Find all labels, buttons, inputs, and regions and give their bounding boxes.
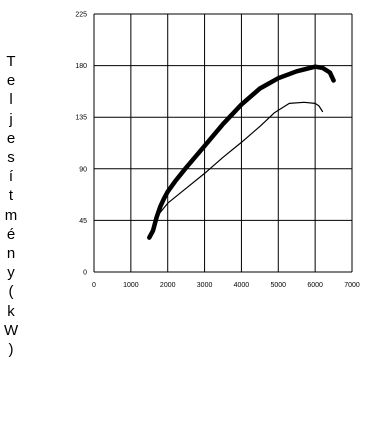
tick-labels: 0 1000 2000 3000 4000 5000 6000 7000 0 45 90 135 180… <box>75 12 360 290</box>
x-tick-label: 4000 <box>234 282 250 289</box>
y-axis-label-char: e <box>6 129 16 147</box>
y-tick-label: 90 <box>79 166 87 173</box>
y-axis-label-char: m <box>4 206 18 224</box>
x-tick-label: 5000 <box>270 282 286 289</box>
grid <box>93 13 353 273</box>
x-tick-label: 3000 <box>197 282 213 289</box>
y-tick-label: 225 <box>75 12 87 19</box>
y-tick-label: 135 <box>75 115 87 122</box>
x-tick-label: 6000 <box>307 282 323 289</box>
y-axis-label-char: ) <box>8 341 14 359</box>
y-axis-label-char: é <box>6 225 16 243</box>
series-group <box>147 64 336 240</box>
y-axis-label-char: k <box>7 302 15 320</box>
y-axis-label-char: y <box>7 264 15 282</box>
y-axis-label-char: j <box>9 110 13 128</box>
y-axis-label-char: W <box>4 321 19 339</box>
y-axis-label-char: í <box>8 168 14 186</box>
y-axis-label-char: n <box>6 245 16 263</box>
y-axis-label-char: s <box>7 149 15 167</box>
x-tick-label: 2000 <box>160 282 176 289</box>
series-line-2 <box>159 101 324 213</box>
x-tick-label: 7000 <box>344 282 360 289</box>
x-tick-label: 1000 <box>123 282 139 289</box>
y-axis-label-char: T <box>6 53 16 70</box>
y-tick-label: 45 <box>79 218 87 225</box>
y-axis-label-char: t <box>8 187 14 205</box>
y-axis-label-char: ( <box>8 283 14 301</box>
y-axis-label-char: e <box>6 72 16 90</box>
y-tick-label: 180 <box>75 63 87 70</box>
series-line-1 <box>147 64 336 240</box>
y-tick-label: 0 <box>83 270 87 277</box>
y-axis-label-char: l <box>9 91 13 109</box>
x-tick-label: 0 <box>92 282 96 289</box>
